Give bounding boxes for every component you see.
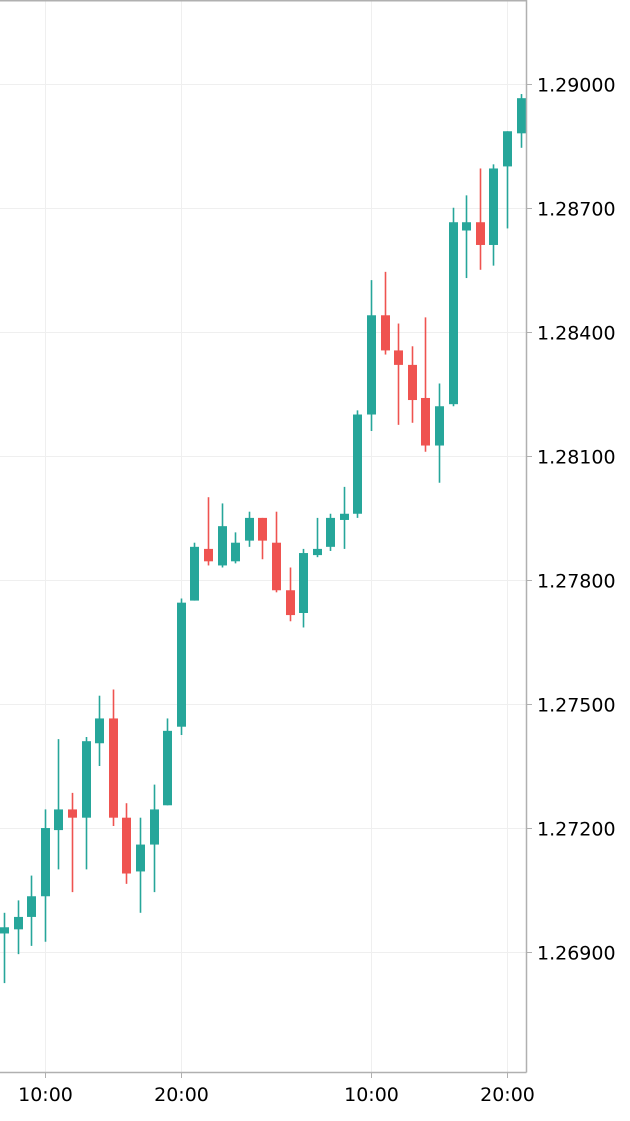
y-tick-label: 1.27800 <box>537 571 616 593</box>
candle-body <box>122 817 131 874</box>
candle-up <box>489 164 498 266</box>
candle-up <box>449 207 458 407</box>
candle-body <box>381 315 390 351</box>
candle-up <box>503 131 512 229</box>
candle-body <box>353 414 362 514</box>
candle-up <box>299 548 308 628</box>
candle-body <box>421 397 430 446</box>
y-tick-label: 1.27500 <box>537 695 616 717</box>
candle-body <box>340 513 349 520</box>
candle-body <box>54 809 63 831</box>
candle-body <box>41 828 50 897</box>
candle-body <box>435 406 444 446</box>
x-tick-label: 10:00 <box>344 1084 399 1106</box>
y-tick-label: 1.28700 <box>537 199 616 221</box>
candle-body <box>462 222 471 231</box>
candle-up <box>231 532 240 564</box>
axes: 1.26900 1.27200 1.27500 1.27800 1.28100 1.284… <box>0 0 616 1106</box>
candle-body <box>449 222 458 405</box>
y-tick-label: 1.28400 <box>537 323 616 345</box>
candle-up <box>95 695 104 766</box>
candle-body <box>190 546 199 601</box>
candle-body <box>68 809 77 818</box>
candle-up <box>313 517 322 558</box>
candle-up <box>177 598 186 735</box>
y-axis: 1.26900 1.27200 1.27500 1.27800 1.28100 1.284… <box>526 75 616 965</box>
candle-down <box>408 346 417 423</box>
candle-up <box>136 817 145 913</box>
candle-up <box>326 513 335 551</box>
candle-body <box>489 168 498 245</box>
x-tick-label: 20:00 <box>480 1084 535 1106</box>
candle-body <box>136 844 145 872</box>
candle-down <box>204 497 213 566</box>
x-axis: 10:00 20:00 10:00 20:00 <box>18 1072 535 1106</box>
candle-up <box>163 718 172 806</box>
candle-down <box>258 517 267 560</box>
candle-body <box>476 222 485 245</box>
candle-up <box>245 511 254 547</box>
candle-up <box>41 809 50 942</box>
x-tick-label: 10:00 <box>18 1084 73 1106</box>
candle-body <box>394 350 403 365</box>
candle-down <box>122 803 131 884</box>
y-tick-label: 1.28100 <box>537 447 616 469</box>
candle-body <box>14 916 23 930</box>
candle-down <box>476 168 485 270</box>
x-tick-label: 20:00 <box>154 1084 209 1106</box>
candle-up <box>462 195 471 279</box>
candle-down <box>421 317 430 452</box>
candle-body <box>517 98 526 134</box>
candle-up <box>54 739 63 870</box>
candle-up <box>150 784 159 893</box>
candle-body <box>204 548 213 562</box>
candle-body <box>231 542 240 562</box>
candle-body <box>326 517 335 547</box>
candle-body <box>109 718 118 818</box>
candle-down <box>286 567 295 622</box>
candle-body <box>150 809 159 845</box>
candle-down <box>272 511 281 593</box>
candle-body <box>367 315 376 415</box>
candle-body <box>27 896 36 917</box>
candle-body <box>272 542 281 591</box>
candle-body <box>163 730 172 806</box>
candle-body <box>503 131 512 167</box>
candle-down <box>394 323 403 425</box>
candle-body <box>82 741 91 818</box>
candle-down <box>381 271 390 355</box>
candle-up <box>218 503 227 568</box>
candle-body <box>245 517 254 541</box>
candles <box>0 94 526 984</box>
candle-body <box>95 718 104 744</box>
candle-body <box>177 602 186 727</box>
candle-body <box>286 590 295 616</box>
candle-body <box>299 553 308 613</box>
y-tick-label: 1.26900 <box>537 943 616 965</box>
candle-body <box>408 364 417 401</box>
candle-body <box>313 548 322 556</box>
y-tick-label: 1.29000 <box>537 75 616 97</box>
candle-up <box>82 737 91 870</box>
candle-up <box>340 486 349 549</box>
candle-body <box>218 526 227 566</box>
candle-down <box>68 792 77 893</box>
candle-up <box>190 542 199 601</box>
candle-up <box>517 94 526 148</box>
candle-up <box>0 912 9 984</box>
candle-body <box>258 517 267 541</box>
candle-body <box>0 927 9 934</box>
candle-up <box>367 280 376 432</box>
candle-up <box>14 900 23 955</box>
candle-up <box>353 410 362 518</box>
y-tick-label: 1.27200 <box>537 819 616 841</box>
candle-up <box>435 383 444 483</box>
candle-up <box>27 875 36 946</box>
candle-down <box>109 689 118 826</box>
